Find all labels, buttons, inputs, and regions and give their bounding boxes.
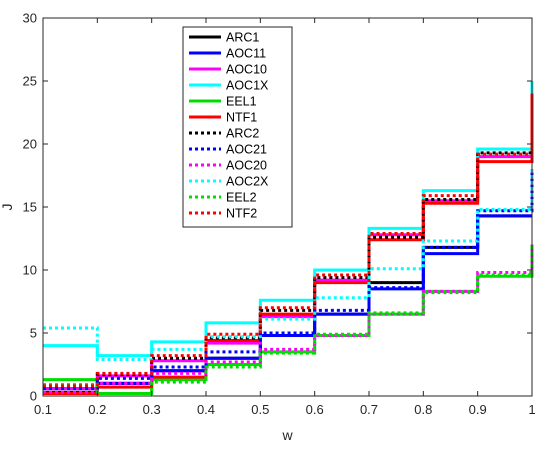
x-tick-label: 0.3: [143, 402, 161, 417]
legend-label: ARC1: [226, 31, 259, 45]
y-tick-label: 0: [30, 389, 37, 404]
legend-label: EEL2: [226, 191, 257, 205]
legend-label: NTF2: [226, 207, 257, 221]
legend-label: AOC11: [226, 47, 266, 61]
legend-label: AOC10: [226, 63, 267, 77]
legend-label: AOC21: [226, 143, 267, 157]
legend-box: [182, 26, 293, 228]
x-tick-label: 0.2: [88, 402, 106, 417]
legend-label: NTF1: [226, 111, 257, 125]
series-layer: [43, 81, 534, 395]
x-axis-label: w: [281, 427, 293, 443]
y-tick-label: 5: [30, 326, 37, 341]
x-tick-label: 1: [528, 402, 535, 417]
legend-label: AOC2X: [226, 175, 269, 189]
x-tick-label: 0.6: [306, 402, 324, 417]
series-line-eel2: [43, 244, 534, 395]
legend-label: AOC1X: [226, 79, 269, 93]
y-axis-label: J: [0, 204, 15, 211]
y-tick-label: 10: [23, 263, 37, 278]
x-tick-label: 0.4: [197, 402, 215, 417]
y-tick-label: 15: [23, 200, 37, 215]
legend-label: ARC2: [226, 127, 259, 141]
legend-label: AOC20: [226, 159, 267, 173]
x-tick-label: 0.7: [360, 402, 378, 417]
y-tick-label: 25: [23, 74, 37, 89]
y-tick-label: 30: [23, 11, 37, 26]
series-line-aoc2x: [43, 169, 534, 361]
x-tick-label: 0.1: [34, 402, 52, 417]
series-line-arc2: [43, 151, 532, 389]
x-tick-label: 0.9: [469, 402, 487, 417]
x-tick-label: 0.8: [414, 402, 432, 417]
x-tick-label: 0.5: [251, 402, 269, 417]
y-tick-label: 20: [23, 137, 37, 152]
legend-label: EEL1: [226, 95, 257, 109]
legend: ARC1 AOC11 AOC10 AOC1X EEL1 NTF1 ARC2 AOC21 AOC2…: [182, 26, 293, 228]
